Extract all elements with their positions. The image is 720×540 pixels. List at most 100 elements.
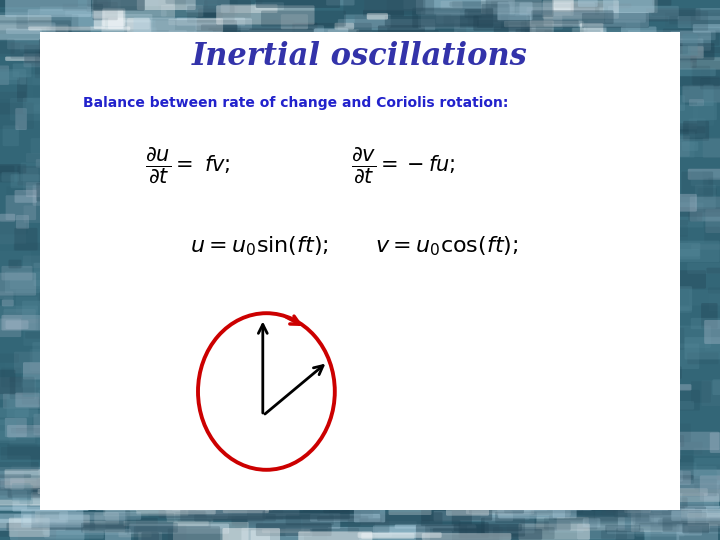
FancyBboxPatch shape bbox=[372, 477, 390, 492]
FancyBboxPatch shape bbox=[660, 366, 682, 379]
FancyBboxPatch shape bbox=[131, 31, 222, 40]
FancyBboxPatch shape bbox=[171, 33, 210, 51]
FancyBboxPatch shape bbox=[6, 186, 54, 195]
FancyBboxPatch shape bbox=[497, 503, 571, 516]
FancyBboxPatch shape bbox=[194, 30, 213, 46]
FancyBboxPatch shape bbox=[577, 528, 615, 538]
FancyBboxPatch shape bbox=[430, 53, 531, 62]
FancyBboxPatch shape bbox=[94, 10, 123, 29]
FancyBboxPatch shape bbox=[673, 207, 720, 217]
FancyBboxPatch shape bbox=[621, 40, 642, 53]
FancyBboxPatch shape bbox=[12, 465, 41, 474]
FancyBboxPatch shape bbox=[192, 475, 256, 489]
FancyBboxPatch shape bbox=[330, 53, 422, 66]
FancyBboxPatch shape bbox=[507, 525, 554, 535]
FancyBboxPatch shape bbox=[480, 509, 529, 520]
FancyBboxPatch shape bbox=[13, 64, 32, 77]
FancyBboxPatch shape bbox=[0, 489, 54, 496]
FancyBboxPatch shape bbox=[0, 166, 14, 183]
FancyBboxPatch shape bbox=[112, 497, 194, 508]
FancyBboxPatch shape bbox=[45, 491, 136, 501]
FancyBboxPatch shape bbox=[318, 476, 397, 484]
FancyBboxPatch shape bbox=[0, 478, 37, 490]
FancyBboxPatch shape bbox=[14, 352, 53, 373]
FancyBboxPatch shape bbox=[167, 509, 213, 522]
FancyBboxPatch shape bbox=[356, 42, 455, 59]
FancyBboxPatch shape bbox=[672, 38, 703, 57]
FancyBboxPatch shape bbox=[636, 485, 655, 504]
FancyBboxPatch shape bbox=[675, 202, 703, 227]
FancyBboxPatch shape bbox=[683, 523, 709, 534]
FancyBboxPatch shape bbox=[249, 500, 318, 505]
FancyBboxPatch shape bbox=[22, 301, 58, 319]
FancyBboxPatch shape bbox=[485, 55, 582, 61]
FancyBboxPatch shape bbox=[680, 517, 710, 530]
FancyBboxPatch shape bbox=[631, 511, 700, 527]
FancyBboxPatch shape bbox=[554, 4, 631, 8]
FancyBboxPatch shape bbox=[366, 486, 448, 490]
FancyBboxPatch shape bbox=[621, 483, 668, 492]
FancyBboxPatch shape bbox=[5, 0, 91, 17]
FancyBboxPatch shape bbox=[395, 524, 476, 529]
FancyBboxPatch shape bbox=[265, 39, 297, 45]
FancyBboxPatch shape bbox=[546, 498, 639, 511]
FancyBboxPatch shape bbox=[166, 499, 228, 518]
FancyBboxPatch shape bbox=[315, 53, 353, 66]
FancyBboxPatch shape bbox=[241, 528, 328, 540]
FancyBboxPatch shape bbox=[4, 469, 79, 488]
FancyBboxPatch shape bbox=[456, 490, 525, 505]
FancyBboxPatch shape bbox=[96, 53, 156, 68]
FancyBboxPatch shape bbox=[0, 474, 31, 478]
FancyBboxPatch shape bbox=[481, 0, 541, 14]
FancyBboxPatch shape bbox=[662, 126, 706, 133]
FancyBboxPatch shape bbox=[356, 50, 459, 62]
FancyBboxPatch shape bbox=[601, 530, 627, 539]
FancyBboxPatch shape bbox=[277, 42, 315, 56]
FancyBboxPatch shape bbox=[303, 499, 390, 512]
FancyBboxPatch shape bbox=[9, 429, 55, 446]
FancyBboxPatch shape bbox=[408, 35, 469, 44]
FancyBboxPatch shape bbox=[614, 510, 702, 517]
FancyBboxPatch shape bbox=[471, 479, 564, 488]
FancyBboxPatch shape bbox=[703, 85, 714, 106]
FancyBboxPatch shape bbox=[148, 512, 227, 517]
FancyBboxPatch shape bbox=[704, 320, 720, 344]
FancyBboxPatch shape bbox=[1, 368, 21, 387]
FancyBboxPatch shape bbox=[701, 380, 720, 406]
FancyBboxPatch shape bbox=[7, 425, 55, 437]
FancyBboxPatch shape bbox=[175, 512, 207, 521]
FancyBboxPatch shape bbox=[676, 249, 700, 256]
FancyBboxPatch shape bbox=[286, 515, 334, 525]
FancyBboxPatch shape bbox=[40, 292, 55, 303]
FancyBboxPatch shape bbox=[521, 522, 571, 531]
FancyBboxPatch shape bbox=[360, 512, 443, 525]
FancyBboxPatch shape bbox=[39, 39, 105, 58]
FancyBboxPatch shape bbox=[31, 138, 55, 153]
FancyBboxPatch shape bbox=[247, 509, 350, 519]
FancyBboxPatch shape bbox=[222, 528, 280, 540]
FancyBboxPatch shape bbox=[456, 57, 525, 71]
FancyBboxPatch shape bbox=[0, 251, 32, 276]
FancyBboxPatch shape bbox=[436, 487, 480, 495]
FancyBboxPatch shape bbox=[359, 489, 410, 496]
FancyBboxPatch shape bbox=[70, 53, 158, 70]
FancyBboxPatch shape bbox=[687, 353, 719, 364]
FancyBboxPatch shape bbox=[44, 531, 104, 538]
FancyBboxPatch shape bbox=[17, 15, 78, 29]
FancyBboxPatch shape bbox=[378, 25, 425, 36]
FancyBboxPatch shape bbox=[165, 501, 184, 511]
FancyBboxPatch shape bbox=[662, 479, 717, 496]
FancyBboxPatch shape bbox=[92, 0, 175, 18]
FancyBboxPatch shape bbox=[14, 243, 60, 251]
FancyBboxPatch shape bbox=[554, 509, 595, 520]
Text: $\dfrac{\partial u}{\partial t} = \ fv;$: $\dfrac{\partial u}{\partial t} = \ fv;$ bbox=[145, 145, 230, 185]
FancyBboxPatch shape bbox=[672, 139, 720, 157]
FancyBboxPatch shape bbox=[624, 494, 651, 513]
FancyBboxPatch shape bbox=[6, 395, 38, 417]
FancyBboxPatch shape bbox=[462, 478, 564, 492]
FancyBboxPatch shape bbox=[487, 495, 559, 510]
FancyBboxPatch shape bbox=[15, 393, 40, 407]
FancyBboxPatch shape bbox=[310, 514, 380, 522]
FancyBboxPatch shape bbox=[705, 341, 720, 352]
FancyBboxPatch shape bbox=[466, 499, 534, 514]
